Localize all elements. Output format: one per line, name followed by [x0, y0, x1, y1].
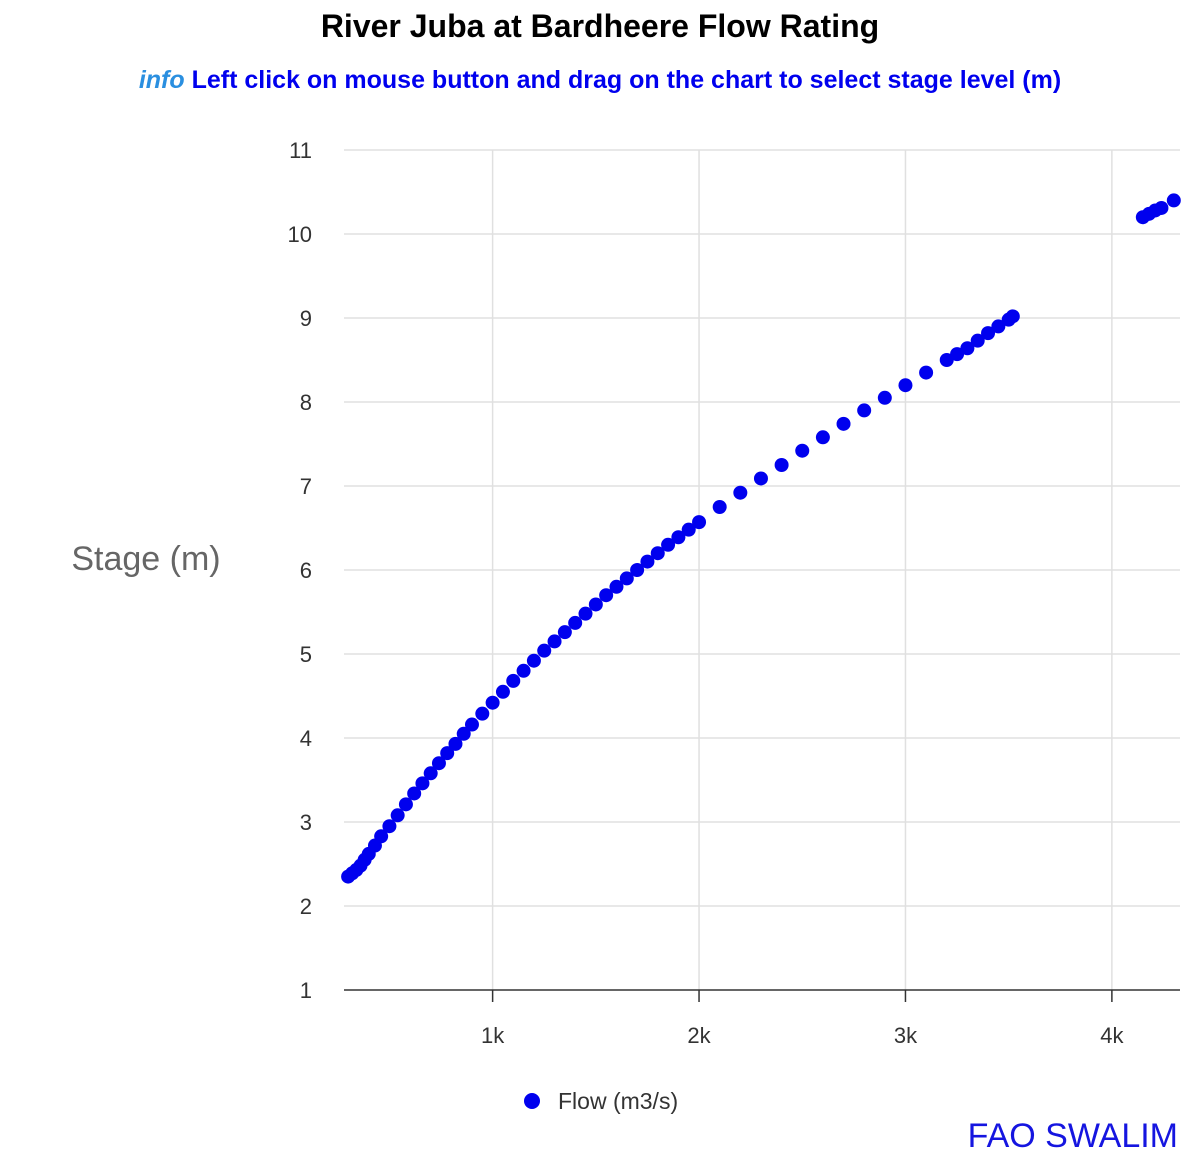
data-point[interactable] [588, 597, 603, 612]
chart-title: River Juba at Bardheere Flow Rating [320, 8, 880, 44]
data-point[interactable] [374, 829, 389, 844]
credit-text: FAO SWALIM [967, 1117, 1178, 1155]
data-point[interactable] [630, 563, 645, 577]
data-point[interactable] [619, 571, 634, 586]
data-point[interactable] [495, 684, 510, 699]
y-tick-label: 7 [300, 474, 312, 499]
data-point[interactable] [464, 717, 479, 732]
data-point[interactable] [516, 663, 531, 678]
data-point[interactable] [415, 776, 430, 791]
data-point[interactable] [578, 606, 593, 621]
data-point[interactable] [681, 522, 696, 537]
data-point[interactable] [753, 471, 768, 486]
y-tick-label: 9 [300, 306, 312, 331]
data-point[interactable] [733, 485, 748, 500]
y-tick-label: 1 [300, 978, 312, 1003]
legend-marker [524, 1093, 540, 1109]
data-point[interactable] [960, 341, 975, 356]
data-point[interactable] [568, 615, 583, 630]
data-point[interactable] [836, 416, 851, 431]
data-point[interactable] [640, 554, 655, 569]
y-axis-label: Stage (m) [71, 540, 220, 578]
x-tick-label: 4k [1100, 1023, 1124, 1048]
data-point[interactable] [475, 706, 490, 721]
x-tick-label: 2k [687, 1023, 711, 1048]
data-point[interactable] [609, 579, 624, 594]
data-point[interactable] [440, 746, 455, 761]
y-tick-label: 2 [300, 894, 312, 919]
series-flow[interactable] [341, 193, 1181, 884]
data-point[interactable] [981, 326, 996, 341]
data-point[interactable] [712, 500, 727, 514]
data-point[interactable] [506, 673, 521, 688]
data-point[interactable] [547, 634, 562, 649]
data-point[interactable] [398, 797, 413, 812]
data-point[interactable] [774, 458, 789, 472]
data-point[interactable] [1154, 200, 1169, 215]
data-point[interactable] [557, 625, 572, 640]
data-point[interactable] [661, 537, 676, 552]
axes: 1 2 3 4 5 6 7 8 9 10 11 1k 2k 3k 4k [288, 138, 1180, 1048]
data-point[interactable] [815, 430, 830, 445]
info-label: info [138, 66, 185, 94]
data-point[interactable] [599, 588, 614, 603]
data-point[interactable] [407, 786, 422, 801]
data-point[interactable] [650, 546, 665, 561]
y-tick-label: 4 [300, 726, 312, 751]
x-tick-label: 3k [894, 1023, 918, 1048]
data-point[interactable] [390, 808, 405, 823]
data-point[interactable] [1166, 193, 1181, 208]
data-point[interactable] [991, 319, 1006, 334]
y-tick-label: 10 [288, 222, 312, 247]
y-tick-label: 3 [300, 810, 312, 835]
data-point[interactable] [877, 390, 892, 405]
legend[interactable]: Flow (m3/s) [524, 1088, 678, 1114]
legend-label[interactable]: Flow (m3/s) [558, 1088, 678, 1114]
data-point[interactable] [1005, 309, 1020, 324]
y-tick-label: 11 [289, 138, 312, 163]
data-point[interactable] [485, 695, 500, 710]
grid [344, 149, 1180, 990]
y-tick-label: 5 [300, 642, 312, 667]
data-point[interactable] [526, 653, 541, 668]
data-point[interactable] [456, 726, 471, 741]
data-point[interactable] [970, 333, 985, 348]
data-point[interactable] [671, 530, 686, 545]
instruction-text: Left click on mouse button and drag on t… [191, 66, 1062, 94]
chart-instructions: info Left click on mouse button and drag… [0, 63, 1200, 97]
data-point[interactable] [537, 643, 552, 658]
x-tick-label: 1k [481, 1023, 505, 1048]
data-point[interactable] [919, 365, 934, 380]
data-point[interactable] [423, 766, 438, 781]
data-point[interactable] [939, 353, 954, 367]
y-tick-label: 6 [300, 558, 312, 583]
y-tick-label: 8 [300, 390, 312, 415]
data-point[interactable] [795, 443, 810, 458]
data-point[interactable] [382, 819, 397, 834]
data-point[interactable] [431, 756, 446, 771]
data-point[interactable] [857, 403, 872, 418]
data-point[interactable] [950, 347, 965, 362]
data-point[interactable] [692, 515, 707, 530]
data-point[interactable] [898, 378, 913, 393]
data-point[interactable] [448, 736, 463, 751]
